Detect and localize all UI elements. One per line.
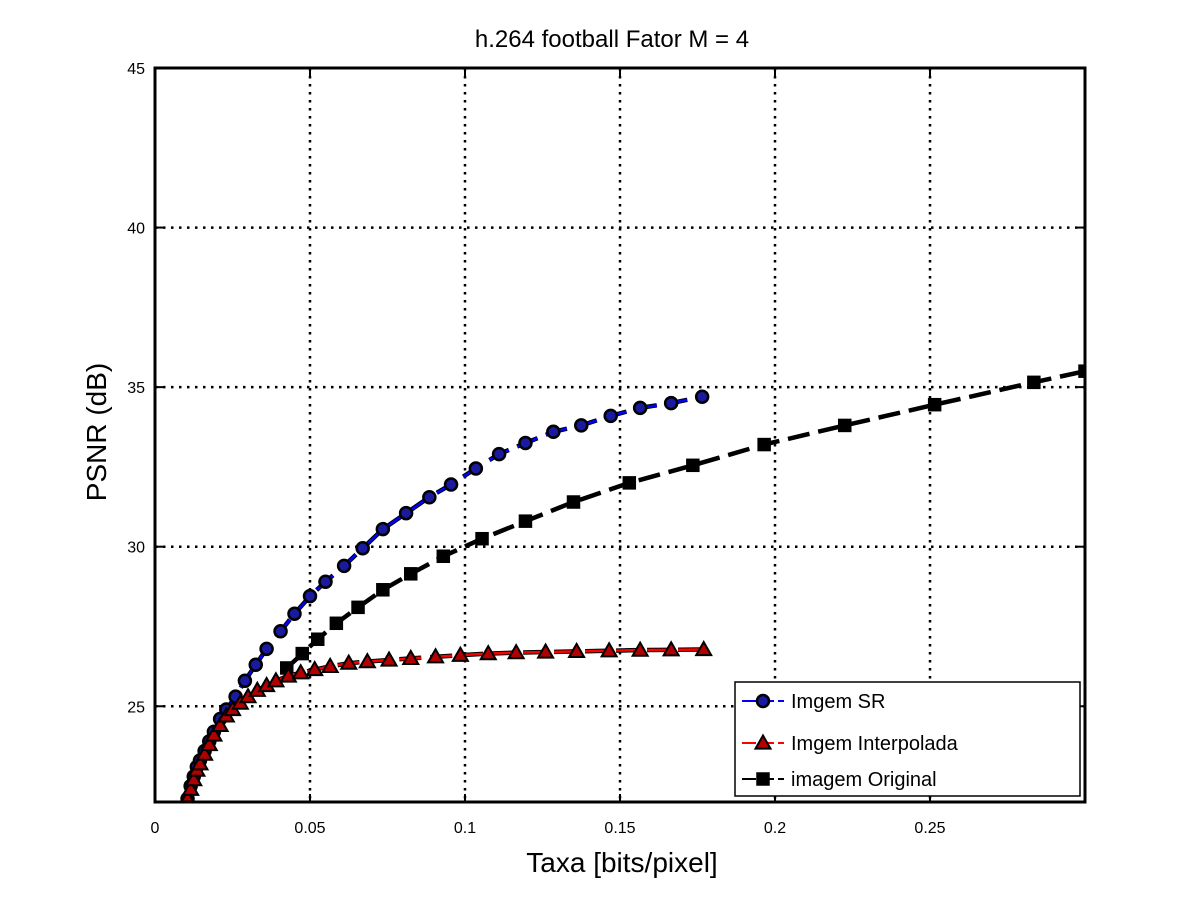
data-point [838,418,852,433]
chart-title: h.264 football Fator M = 4 [475,26,749,53]
data-point [546,424,561,440]
data-point [663,395,679,411]
data-point [376,583,390,597]
data-point [491,446,507,462]
data-point [200,735,219,752]
data-point [694,639,713,657]
data-point [204,725,224,742]
x-tick-label: 0 [151,820,160,837]
y-tick-label: 30 [127,540,145,557]
x-axis-title: Taxa [bits/pixel] [526,847,717,878]
data-point [451,645,470,662]
data-point [468,461,484,476]
data-point [266,671,286,688]
data-point [195,744,214,761]
data-point [475,531,489,546]
data-point [375,521,391,537]
legend-label: Imgem SR [791,691,885,713]
data-point [1078,364,1085,378]
data-point [237,673,253,688]
data-point [379,650,399,667]
data-point [398,505,414,521]
data-point [622,476,637,490]
data-point [599,641,619,658]
y-tick-label: 45 [127,61,145,78]
data-point [210,715,230,733]
data-point [661,640,681,657]
y-axis-title: PSNR (dB) [81,363,112,501]
data-point [320,656,340,673]
x-tick-label: 0.25 [914,820,945,837]
data-point [632,400,648,416]
data-point [190,754,210,771]
data-point [422,489,437,505]
data-point [273,624,288,639]
data-point [259,641,274,657]
data-point [436,549,451,564]
data-point [318,574,333,590]
legend-entry: imagem Original [742,769,937,791]
data-point [603,408,618,424]
data-point [295,646,309,661]
data-point [279,666,298,683]
data-point [401,648,420,666]
data-point [443,477,459,492]
data-point [248,657,263,673]
data-point [180,789,195,802]
data-point [339,653,358,670]
data-point [355,541,370,556]
legend-label: imagem Original [791,769,937,791]
tick-marks [154,67,1085,802]
data-point [351,600,365,615]
data-point [566,495,581,509]
data-point [287,606,302,621]
series-layer [180,364,1085,802]
legend-box [734,681,1081,797]
x-tick-label: 0.15 [604,820,635,837]
legend-label: Imgem Interpolada [791,733,959,755]
data-point [927,397,942,412]
data-point [302,588,318,604]
data-point [518,435,533,451]
legend-entry: Imgem Interpolada [742,733,959,755]
data-point [184,770,203,787]
data-point [181,779,200,796]
tick-labels: 0 0.05 0.1 0.15 0.2 0.25 25 30 35 40 45 [127,61,945,837]
x-tick-label: 0.05 [294,820,325,837]
data-point [506,643,526,660]
legend-entries: Imgem SR Imgem Interpolada imagem Original [742,691,959,791]
y-tick-label: 40 [127,221,145,238]
data-point [630,640,650,657]
data-point [686,458,700,473]
data-point [291,663,310,680]
data-point [574,418,589,433]
data-point [518,514,533,528]
legend-marker [755,693,771,709]
data-point [1027,375,1041,390]
legend-marker [756,772,770,786]
grid-lines [155,68,1085,802]
x-tick-label: 0.1 [454,820,476,837]
legend: Imgem SR Imgem Interpolada imagem Original [734,681,1081,797]
data-point [479,644,498,661]
data-point [404,567,418,581]
data-point [305,660,324,677]
data-point [567,641,586,658]
y-tick-label: 35 [127,380,145,397]
data-point [426,647,445,664]
legend-marker [753,733,773,750]
legend-entry: Imgem SR [742,691,885,713]
data-point [329,616,344,631]
series-imagem-original [280,364,1085,675]
data-point [358,652,377,669]
data-point [336,558,352,574]
data-point [536,642,555,659]
data-point [694,389,710,404]
data-point [757,437,771,452]
x-tick-label: 0.2 [764,820,786,837]
y-tick-label: 25 [127,699,145,716]
series-imgem-interpolada [180,639,713,802]
data-point [311,632,325,646]
